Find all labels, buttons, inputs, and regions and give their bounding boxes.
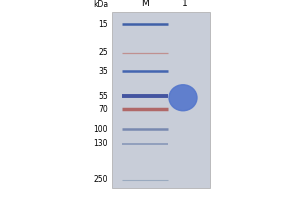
Text: 55: 55 [98,92,108,101]
Text: M: M [141,0,149,8]
Text: 1: 1 [182,0,188,8]
Text: 130: 130 [94,139,108,148]
Text: 25: 25 [98,48,108,57]
Text: 250: 250 [94,175,108,184]
Text: 100: 100 [94,125,108,134]
Ellipse shape [169,85,197,111]
Bar [112,12,210,188]
Text: 35: 35 [98,67,108,76]
Text: 15: 15 [98,20,108,29]
Text: 70: 70 [98,105,108,114]
Text: kDa: kDa [93,0,108,9]
